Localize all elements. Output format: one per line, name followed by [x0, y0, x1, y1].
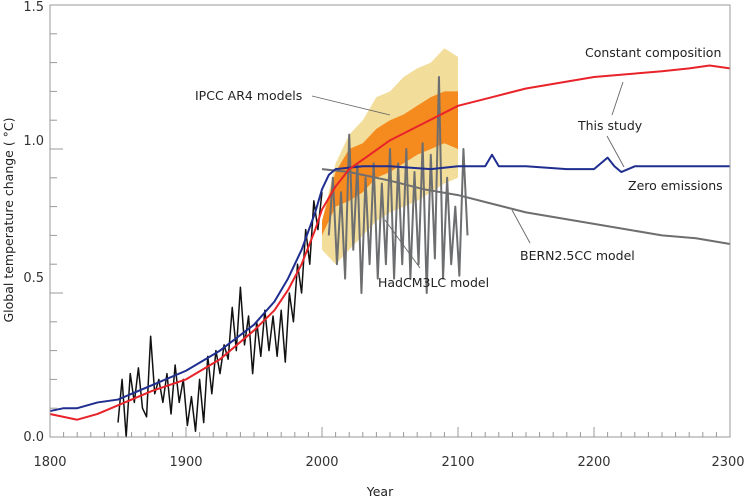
y-tick-label: 0.5 — [23, 271, 44, 286]
leader-this-study-zero — [606, 135, 625, 168]
zero-emissions-line — [49, 153, 730, 413]
leader-ipcc — [311, 95, 391, 116]
x-tick-label: 2300 — [711, 455, 744, 470]
annotation-this-study: This study — [577, 118, 643, 133]
hadcm3lc-line — [327, 76, 469, 294]
annotation-bern: BERN2.5CC model — [520, 248, 635, 263]
leader-hadcm3 — [384, 219, 421, 269]
annotation-leaders — [311, 81, 625, 269]
observations-line — [117, 192, 323, 438]
plot-frame — [49, 4, 731, 438]
annotation-zero-emissions: Zero emissions — [628, 178, 723, 193]
constant-composition-line — [49, 64, 731, 421]
x-axis-title: Year — [366, 484, 394, 499]
series-lines — [49, 64, 731, 438]
x-tick-label: 2000 — [305, 455, 338, 470]
leader-this-study-constant — [611, 81, 624, 116]
y-tick-label: 1.0 — [23, 134, 44, 149]
y-axis-title: Global temperature change ( °C) — [1, 117, 16, 322]
x-tick-label: 1900 — [169, 455, 202, 470]
y-tick-label: 1.5 — [23, 0, 44, 15]
annotation-constant-composition: Constant composition — [585, 45, 721, 60]
x-tick-label: 1800 — [33, 455, 66, 470]
x-tick-label: 2100 — [441, 455, 474, 470]
axis-ticks — [49, 4, 731, 438]
leader-bern — [511, 209, 531, 244]
x-tick-label: 2200 — [577, 455, 610, 470]
annotation-ipcc: IPCC AR4 models — [195, 88, 302, 103]
annotation-hadcm3: HadCM3LC model — [378, 275, 489, 290]
y-tick-label: 0.0 — [23, 430, 44, 445]
bern25cc-line — [321, 168, 731, 246]
